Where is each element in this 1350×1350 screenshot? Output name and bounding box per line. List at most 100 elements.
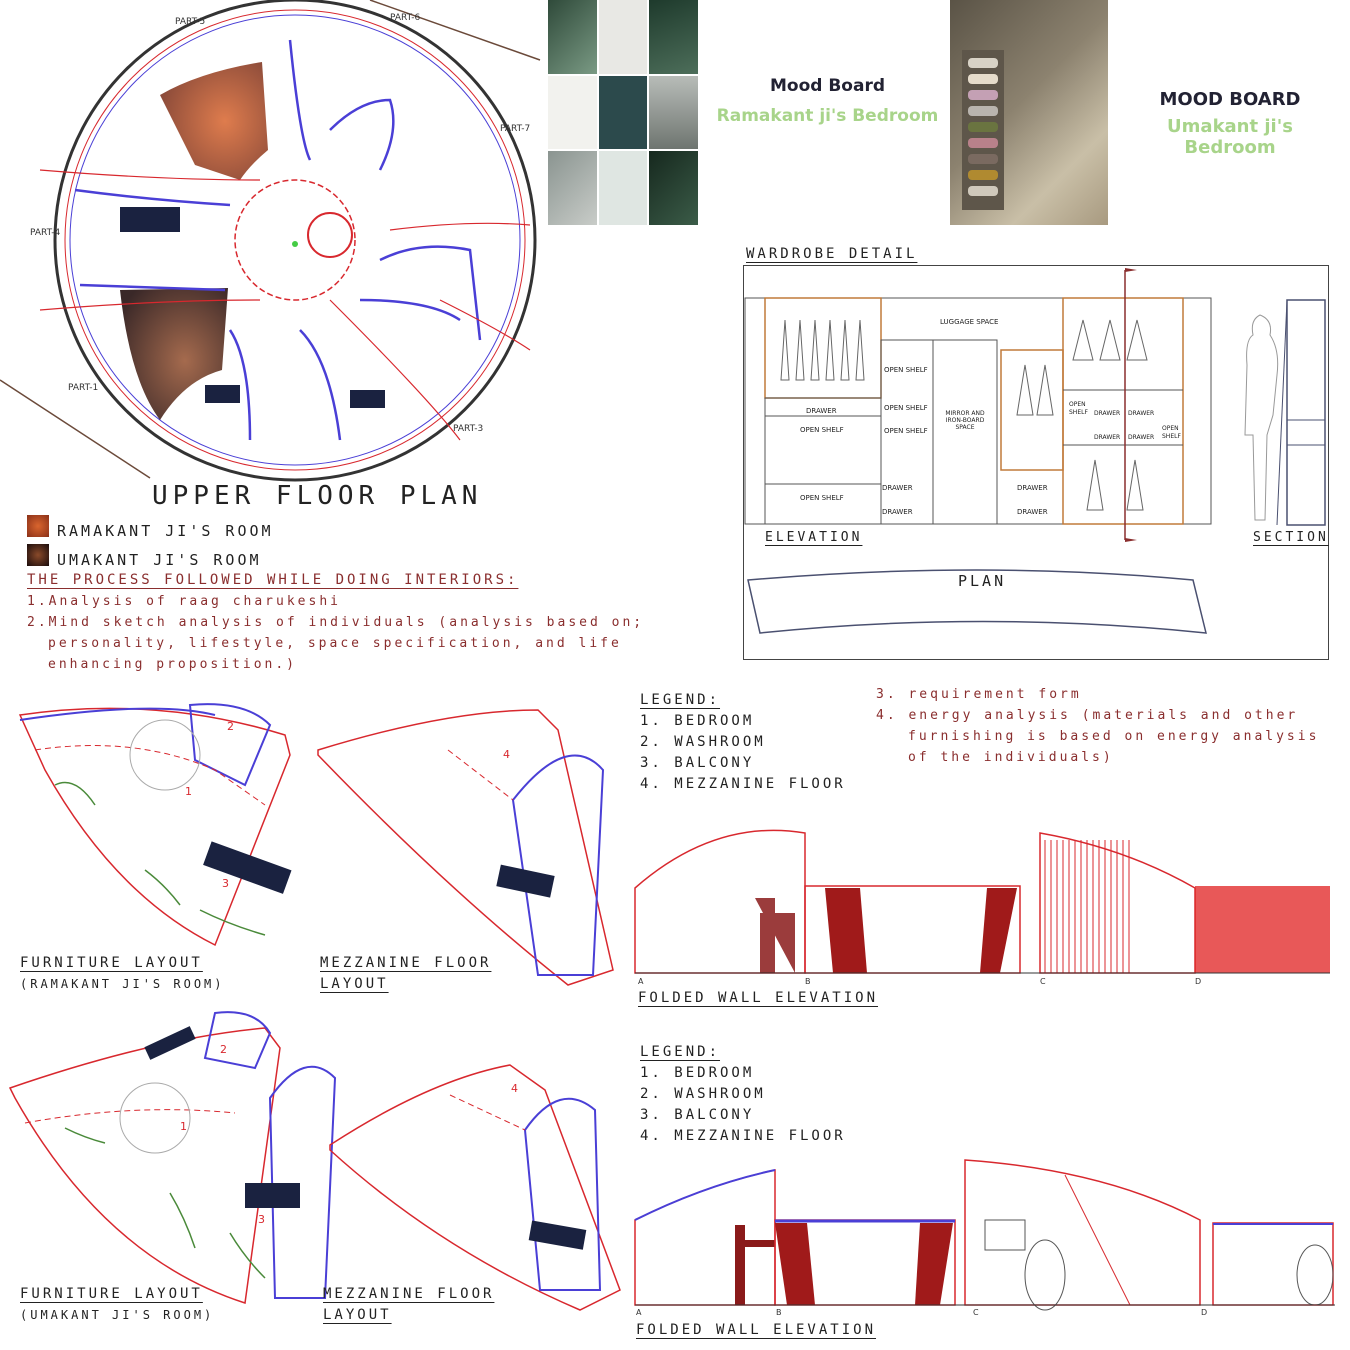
part-3-label: PART-3	[453, 424, 483, 434]
legend-ramakant-label: RAMAKANT JI'S ROOM	[57, 522, 274, 540]
wardrobe-drawer-8: DRAWER	[1094, 434, 1121, 441]
folded-wall-elevation-1-title: FOLDED WALL ELEVATION	[638, 990, 879, 1006]
wardrobe-section-label: SECTION	[1253, 530, 1329, 545]
furniture-layout-2-subtitle: (UMAKANT JI'S ROOM)	[20, 1308, 215, 1322]
legend-2-item-mezzanine: 4. MEZZANINE FLOOR	[640, 1128, 846, 1144]
process-step-4b: furnishing is based on energy analysis	[908, 729, 1320, 744]
mezzanine-layout-2-subtitle: LAYOUT	[323, 1307, 392, 1323]
furniture-layout-1-drawing: 1 2 3	[18, 703, 292, 947]
legend-item-bedroom: 1. BEDROOM	[640, 713, 755, 729]
floor-plan-title: UPPER FLOOR PLAN	[152, 481, 483, 511]
wardrobe-luggage-label: LUGGAGE SPACE	[940, 318, 999, 326]
legend-2-item-washroom: 2. WASHROOM	[640, 1086, 766, 1102]
room-number-1: 1	[185, 785, 192, 798]
room-2-number-1: 1	[180, 1120, 187, 1133]
wardrobe-frame	[743, 265, 1329, 660]
wardrobe-plan-drawing	[747, 569, 1207, 634]
wardrobe-drawer-6: DRAWER	[1094, 410, 1121, 417]
wardrobe-open-shelf-4: OPEN SHELF	[800, 426, 844, 434]
room-number-4: 4	[503, 748, 510, 761]
folded-wall-elevation-1-drawing: A B C D	[634, 829, 1330, 986]
mood-board-subtitle-1: Ramakant ji's Bedroom	[716, 106, 939, 126]
elevation-2-marker-c: C	[973, 1308, 979, 1317]
legend-block-1: LEGEND: 1. BEDROOM 2. WASHROOM 3. BALCON…	[640, 690, 846, 795]
mood-board-title-2: MOOD BOARD	[1159, 89, 1301, 110]
process-step-4: 4. energy analysis (materials and other	[876, 708, 1299, 723]
part-5-label: PART-5	[175, 17, 205, 27]
legend-heading-2: LEGEND:	[640, 1044, 721, 1060]
wardrobe-shelf-label-1: SHELF	[1069, 409, 1088, 416]
upper-floor-plan-drawing: PART-5 PART-6 PART-7 PART-4 PART-1 PART-…	[0, 0, 541, 482]
wardrobe-shelf-label-2: SHELF	[1162, 433, 1181, 440]
wardrobe-open-shelf-3: OPEN SHELF	[884, 427, 928, 435]
elevation-1-marker-b: B	[805, 977, 811, 986]
wardrobe-elevation-drawing	[744, 268, 1212, 542]
wardrobe-plan-label: PLAN	[958, 572, 1007, 590]
mezzanine-layout-1-title: MEZZANINE FLOOR	[320, 955, 492, 971]
wardrobe-drawer-3: DRAWER	[882, 508, 913, 516]
legend-block-2: LEGEND: 1. BEDROOM 2. WASHROOM 3. BALCON…	[640, 1042, 846, 1147]
mood-board-collage-1	[548, 0, 698, 225]
process-step-1: 1.Analysis of raag charukeshi	[27, 594, 341, 609]
mezzanine-layout-1-drawing: 4	[317, 709, 614, 986]
furniture-layout-1-title: FURNITURE LAYOUT	[20, 955, 203, 971]
mezzanine-layout-2-title: MEZZANINE FLOOR	[323, 1286, 495, 1302]
legend-ramakant-swatch	[27, 515, 49, 537]
room-number-2: 2	[227, 720, 234, 733]
wardrobe-mirror-label: MIRROR AND IRON-BOARD SPACE	[945, 410, 985, 431]
elevation-1-marker-a: A	[638, 977, 644, 986]
legend-2-item-balcony: 3. BALCONY	[640, 1107, 755, 1123]
elevation-2-marker-b: B	[776, 1308, 782, 1317]
process-step-4c: of the individuals)	[908, 750, 1114, 765]
wardrobe-drawer-4: DRAWER	[1017, 484, 1048, 492]
wardrobe-drawer-9: DRAWER	[1128, 434, 1155, 441]
wardrobe-open-shelf-5: OPEN SHELF	[800, 494, 844, 502]
wardrobe-open-label-2: OPEN	[1162, 425, 1179, 432]
folded-wall-elevation-2-title: FOLDED WALL ELEVATION	[636, 1322, 877, 1338]
umakant-room-zone	[120, 288, 228, 420]
legend-heading-1: LEGEND:	[640, 692, 721, 708]
furniture-layout-1-subtitle: (RAMAKANT JI'S ROOM)	[20, 977, 225, 991]
wardrobe-drawer-7: DRAWER	[1128, 410, 1155, 417]
wardrobe-open-shelf-1: OPEN SHELF	[884, 366, 928, 374]
elevation-2-marker-a: A	[636, 1308, 642, 1317]
mezzanine-layout-1-subtitle: LAYOUT	[320, 976, 389, 992]
wardrobe-drawer-5: DRAWER	[1017, 508, 1048, 516]
mood-board-photo-2	[950, 0, 1108, 225]
process-heading: THE PROCESS FOLLOWED WHILE DOING INTERIO…	[27, 572, 519, 588]
room-2-number-2: 2	[220, 1043, 227, 1056]
wardrobe-elevation-label: ELEVATION	[765, 530, 863, 545]
elevation-2-marker-d: D	[1201, 1308, 1207, 1317]
wardrobe-drawer-2: DRAWER	[882, 484, 913, 492]
process-step-2b: personality, lifestyle, space specificat…	[48, 636, 622, 651]
legend-2-item-bedroom: 1. BEDROOM	[640, 1065, 755, 1081]
mood-board-subtitle-2: Umakant ji's Bedroom	[1167, 116, 1293, 158]
furniture-layout-2-drawing: 1 2 3	[8, 1011, 337, 1304]
ramakant-room-zone	[160, 62, 268, 180]
part-7-label: PART-7	[500, 124, 530, 134]
furniture-layout-2-title: FURNITURE LAYOUT	[20, 1286, 203, 1302]
wardrobe-open-label-1: OPEN	[1069, 401, 1086, 408]
room-2-number-3: 3	[258, 1213, 265, 1226]
room-2-number-4: 4	[511, 1082, 518, 1095]
legend-item-balcony: 3. BALCONY	[640, 755, 755, 771]
legend-item-washroom: 2. WASHROOM	[640, 734, 766, 750]
part-4-label: PART-4	[30, 228, 61, 238]
legend-item-mezzanine: 4. MEZZANINE FLOOR	[640, 776, 846, 792]
process-step-2: 2.Mind sketch analysis of individuals (a…	[27, 615, 645, 630]
part-6-label: PART-6	[390, 13, 421, 23]
legend-umakant-swatch	[27, 544, 49, 566]
elevation-1-marker-d: D	[1195, 977, 1201, 986]
wardrobe-open-shelf-2: OPEN SHELF	[884, 404, 928, 412]
folded-wall-elevation-2-drawing: A B C D	[634, 1159, 1335, 1317]
legend-umakant-label: UMAKANT JI'S ROOM	[57, 551, 262, 569]
process-step-3: 3. requirement form	[876, 687, 1082, 702]
part-1-label: PART-1	[68, 383, 98, 393]
elevation-1-marker-c: C	[1040, 977, 1046, 986]
wardrobe-title: WARDROBE DETAIL	[746, 246, 918, 262]
process-step-2c: enhancing proposition.)	[48, 657, 298, 672]
mezzanine-layout-2-drawing: 4	[329, 1064, 621, 1311]
room-number-3: 3	[222, 877, 229, 890]
wardrobe-section-drawing	[1244, 299, 1326, 526]
wardrobe-drawer-1: DRAWER	[806, 407, 837, 415]
